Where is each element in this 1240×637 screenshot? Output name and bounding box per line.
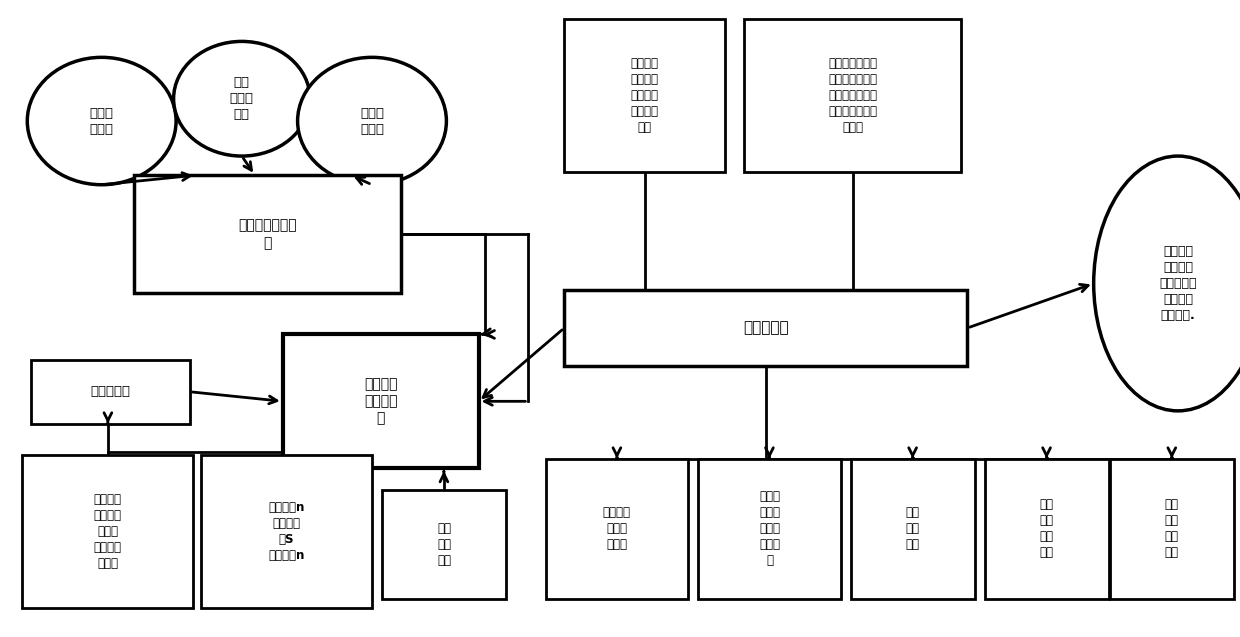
Text: 内置数据库: 内置数据库 [743, 320, 789, 336]
Bar [382, 490, 506, 599]
Text: 太阳散
射强度: 太阳散 射强度 [360, 106, 384, 136]
Ellipse shape [1094, 156, 1240, 411]
Bar [283, 334, 479, 468]
Bar [985, 459, 1109, 599]
Bar [22, 455, 193, 608]
Text: 太阳辐
射强度: 太阳辐 射强度 [89, 106, 114, 136]
Bar [564, 290, 967, 366]
Text: 室内
设计
温度: 室内 设计 温度 [905, 506, 920, 551]
Bar [564, 19, 725, 172]
Text: 多种
导热
时间
序列: 多种 导热 时间 序列 [1164, 498, 1179, 559]
Ellipse shape [174, 41, 310, 156]
Text: 建筑高度
用地面积
窗墙比
建筑密度
容积率: 建筑高度 用地面积 窗墙比 建筑密度 容积率 [94, 494, 122, 570]
Bar [31, 360, 190, 424]
Text: 提供的参
数可以供
用户选择，
也可以由
用户输入.: 提供的参 数可以供 用户选择， 也可以由 用户输入. [1159, 245, 1197, 322]
Ellipse shape [27, 57, 176, 185]
Bar [698, 459, 841, 599]
Bar [744, 19, 961, 172]
Text: 大体层数n
总建筑面
积S
体形系数n: 大体层数n 总建筑面 积S 体形系数n [268, 501, 305, 562]
Text: 室外
温度、
湿度: 室外 温度、 湿度 [229, 76, 254, 121]
Bar [546, 459, 688, 599]
Text: 墙、屋顶、窗、
人员负荷、设备
负荷、照明负荷
的传热比例，辐
射比例: 墙、屋顶、窗、 人员负荷、设备 负荷、照明负荷 的传热比例，辐 射比例 [828, 57, 877, 134]
Text: 各种设
备、照
明、人
员时间
表: 各种设 备、照 明、人 员时间 表 [759, 490, 780, 567]
Bar [851, 459, 975, 599]
Text: 冷、热负
荷计算模
块: 冷、热负 荷计算模 块 [363, 377, 398, 426]
Text: 多种
辐射
时间
序列: 多种 辐射 时间 序列 [1039, 498, 1054, 559]
Text: 照明功率
指标、设
备面积指
标、人员
密度: 照明功率 指标、设 备面积指 标、人员 密度 [631, 57, 658, 134]
Text: 能源
监测
平台: 能源 监测 平台 [436, 522, 451, 567]
Text: 窗、墙、
屋顶传
热系数: 窗、墙、 屋顶传 热系数 [603, 506, 631, 551]
Ellipse shape [298, 57, 446, 185]
Text: 用户输入侧: 用户输入侧 [91, 385, 130, 398]
Text: 气象参数提供设
备: 气象参数提供设 备 [238, 218, 296, 250]
Bar [1110, 459, 1234, 599]
Bar [201, 455, 372, 608]
Bar [134, 175, 401, 293]
